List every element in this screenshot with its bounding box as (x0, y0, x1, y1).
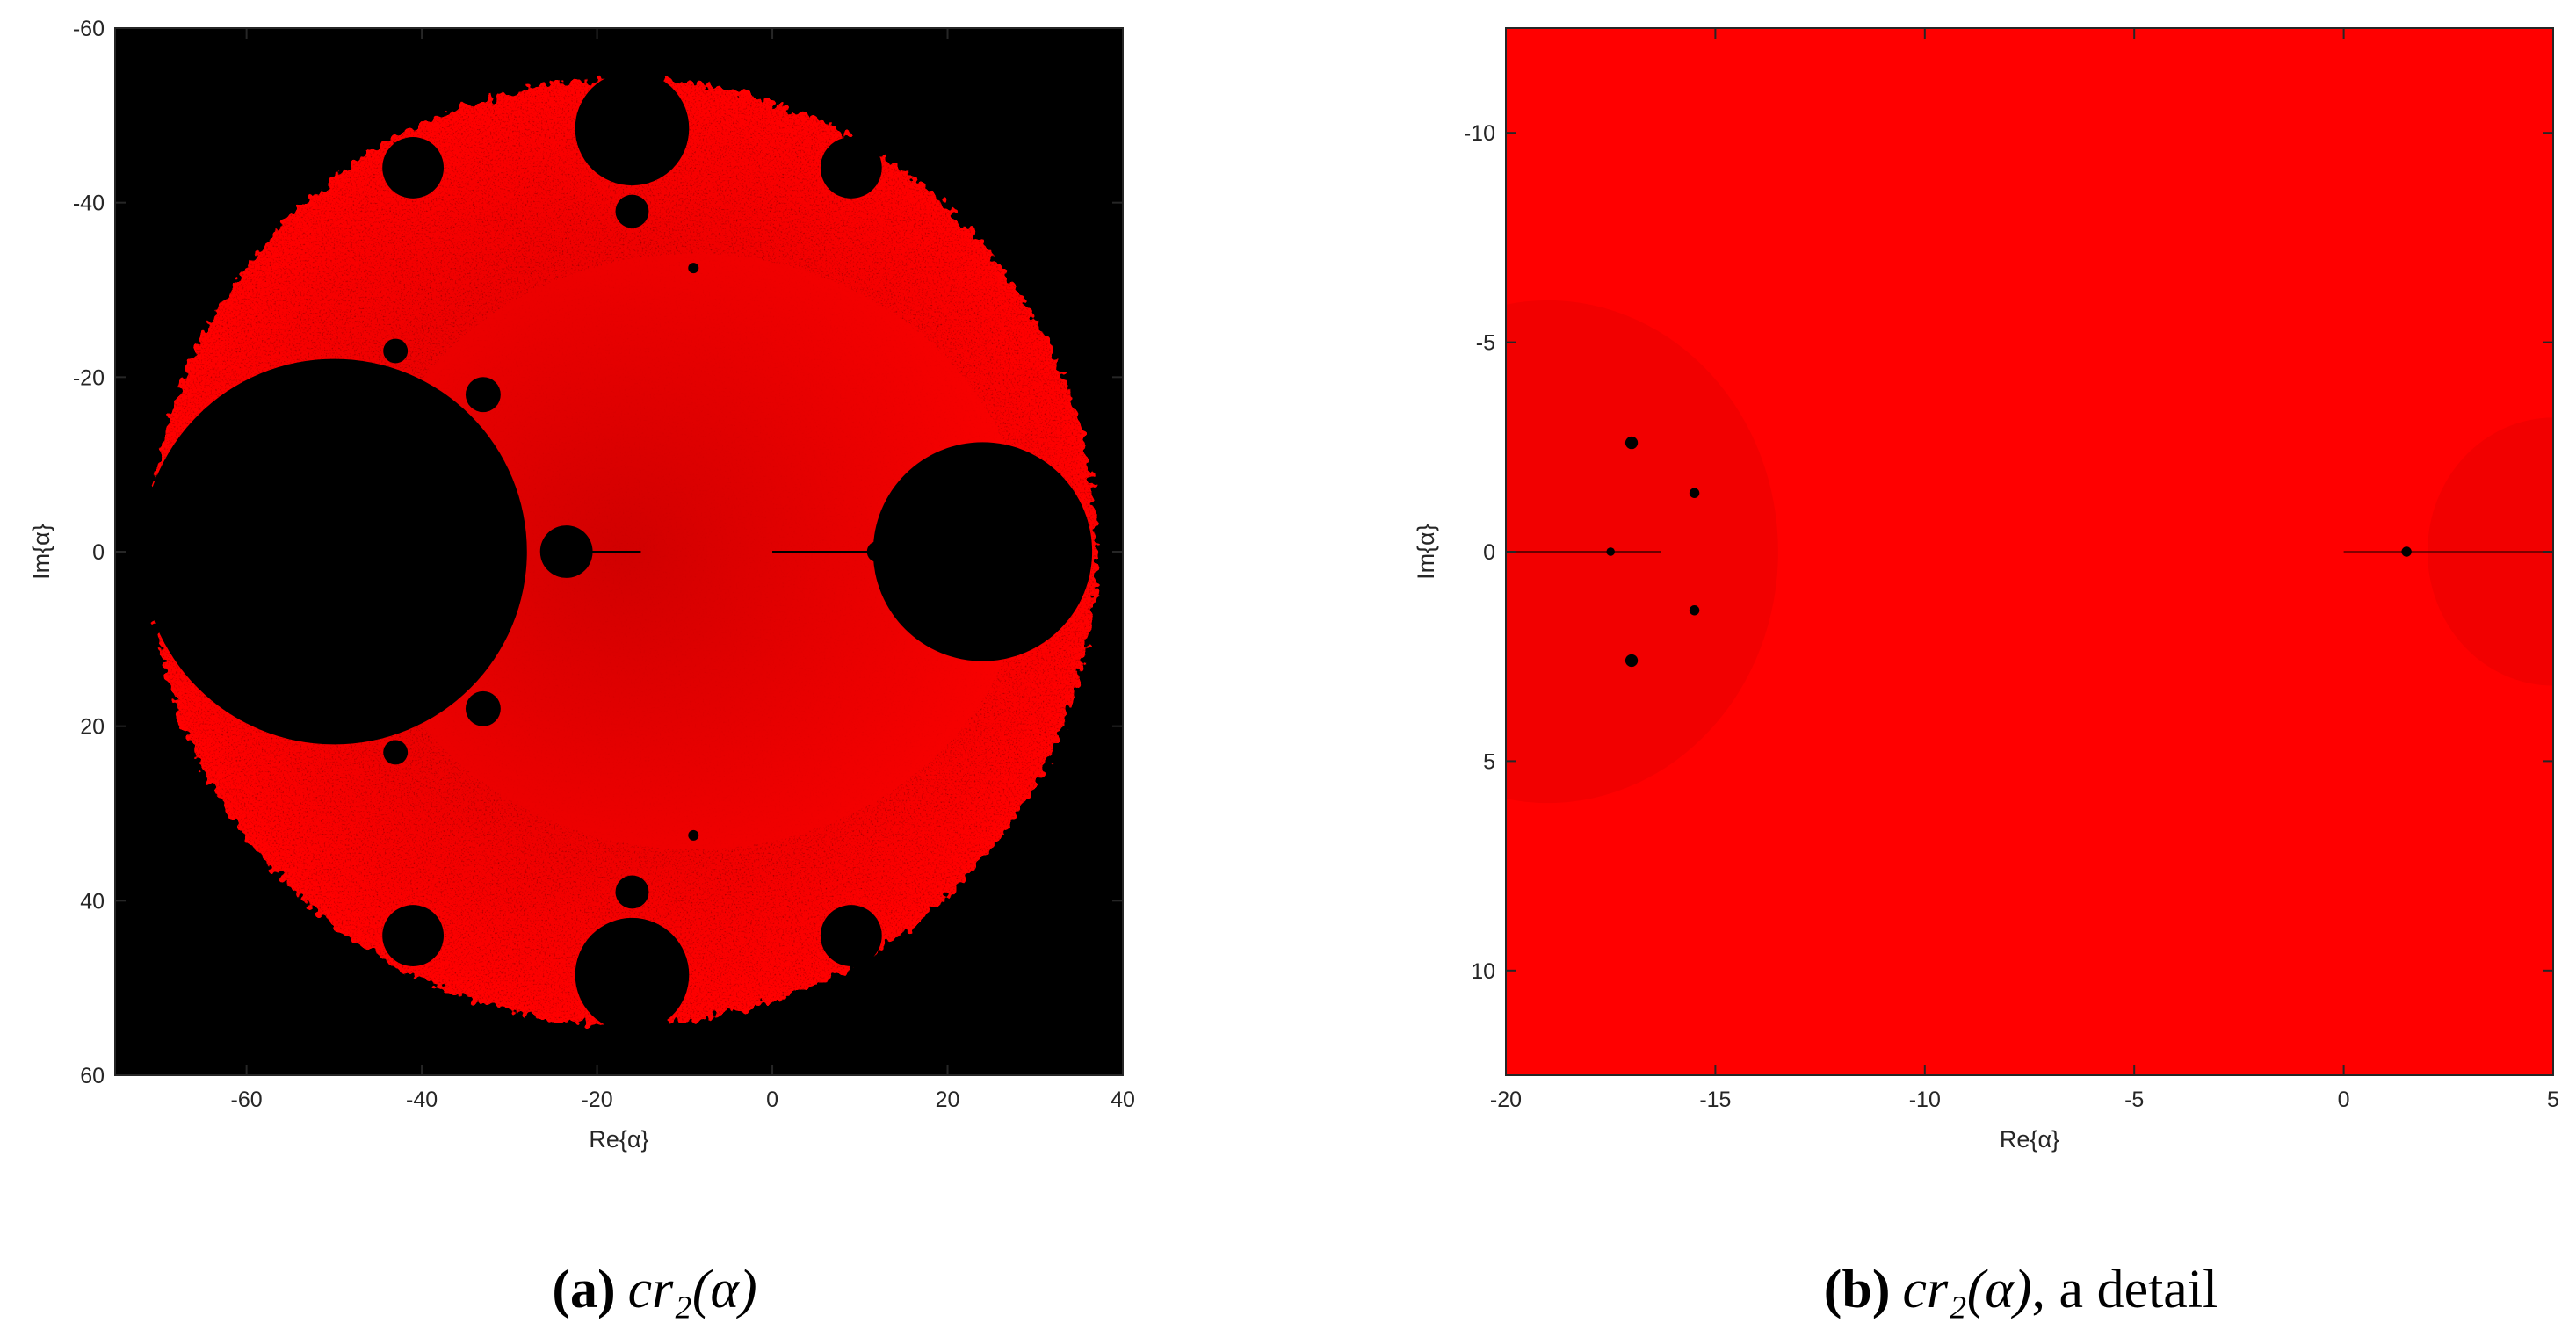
x-tick-label: -15 (1699, 1088, 1731, 1112)
black-spot (2401, 546, 2412, 557)
black-bulb (465, 377, 501, 413)
x-axis-label: Re{α} (2000, 1126, 2059, 1153)
x-tick-label: -40 (406, 1088, 438, 1112)
black-bulb (382, 137, 445, 199)
black-bulb (575, 71, 690, 186)
x-tick-label: -5 (2124, 1088, 2144, 1112)
y-tick-label: 20 (80, 715, 105, 740)
black-bulb (465, 690, 501, 726)
y-tick-label: -60 (73, 17, 105, 41)
y-axis-label: Im{α} (1413, 524, 1439, 580)
black-bulb (382, 905, 445, 966)
x-tick-label: 0 (766, 1088, 778, 1112)
black-spot (1689, 488, 1700, 498)
x-tick-label: 20 (936, 1088, 960, 1112)
black-spot (1689, 605, 1700, 616)
black-bulb (575, 917, 690, 1032)
y-tick-label: 5 (1483, 749, 1495, 774)
y-tick-label: 0 (92, 540, 105, 565)
panel-b-plot: -20 -15 -10 -5 0 5 -10 -5 0 5 10 Re{α} Im{α} (1413, 27, 2559, 1153)
caption-a-math: cr₂(α) (628, 1260, 757, 1319)
black-spot (1624, 654, 1639, 668)
black-spot (1624, 436, 1639, 450)
x-tick-label: -60 (231, 1088, 263, 1112)
caption-b-suffix: , a detail (2032, 1260, 2218, 1319)
y-tick-label: 10 (1471, 959, 1495, 984)
y-tick-label: -40 (73, 192, 105, 216)
x-tick-label: -10 (1909, 1088, 1941, 1112)
y-tick-label: -10 (1464, 121, 1495, 146)
x-tick-label: -20 (1490, 1088, 1522, 1112)
black-bulb (866, 541, 888, 562)
y-tick-label: 40 (80, 889, 105, 914)
x-tick-label: 0 (2338, 1088, 2350, 1112)
right-black-disk (872, 442, 1093, 661)
black-bulb (383, 740, 409, 765)
black-bulb (820, 905, 882, 966)
black-bulb (383, 338, 409, 364)
black-bulb (615, 875, 649, 909)
left-black-disk (141, 358, 527, 745)
y-tick-label: 0 (1483, 540, 1495, 565)
caption-b: (b) cr₂(α), a detail (1824, 1260, 2218, 1319)
caption-b-tag: (b) (1824, 1260, 1891, 1319)
y-axis-label: Im{α} (28, 524, 54, 580)
x-axis-label: Re{α} (589, 1126, 648, 1153)
y-tick-label: -20 (73, 365, 105, 390)
black-bulb (615, 194, 649, 228)
black-bulb (688, 829, 699, 841)
y-tick-label: 60 (80, 1064, 105, 1088)
y-tick-label: -5 (1476, 331, 1495, 356)
caption-a: (a) cr₂(α) (552, 1260, 756, 1319)
black-bulb (820, 137, 882, 199)
x-tick-label: 40 (1111, 1088, 1135, 1112)
x-tick-label: -20 (581, 1088, 612, 1112)
black-bulb (688, 263, 699, 274)
x-tick-label: 5 (2547, 1088, 2559, 1112)
caption-b-math: cr₂(α) (1903, 1260, 2032, 1319)
black-spot (1606, 547, 1615, 556)
black-bulb (539, 525, 593, 578)
caption-a-tag: (a) (552, 1260, 615, 1319)
panel-a-plot: -60 -40 -20 0 20 40 -60 -40 -20 0 20 40 60 Re{α} Im{α} (28, 17, 1135, 1153)
